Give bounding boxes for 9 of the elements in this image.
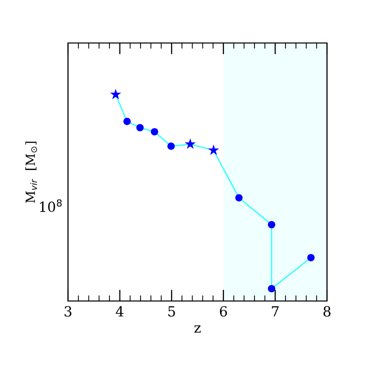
x-tick-label: 6	[220, 306, 227, 317]
y-axis-title: M$_{vir}$ [M$_{⊙}$]	[25, 142, 38, 203]
x-tick-label: 8	[324, 306, 330, 317]
x-axis-title: z	[194, 325, 201, 333]
x-tick-label: 5	[168, 306, 175, 317]
x-tick-label: 7	[272, 306, 279, 316]
text: 10$^{8}$	[40, 199, 62, 212]
x-tick-label: 3	[64, 306, 72, 317]
x-tick-label: 4	[116, 306, 124, 316]
